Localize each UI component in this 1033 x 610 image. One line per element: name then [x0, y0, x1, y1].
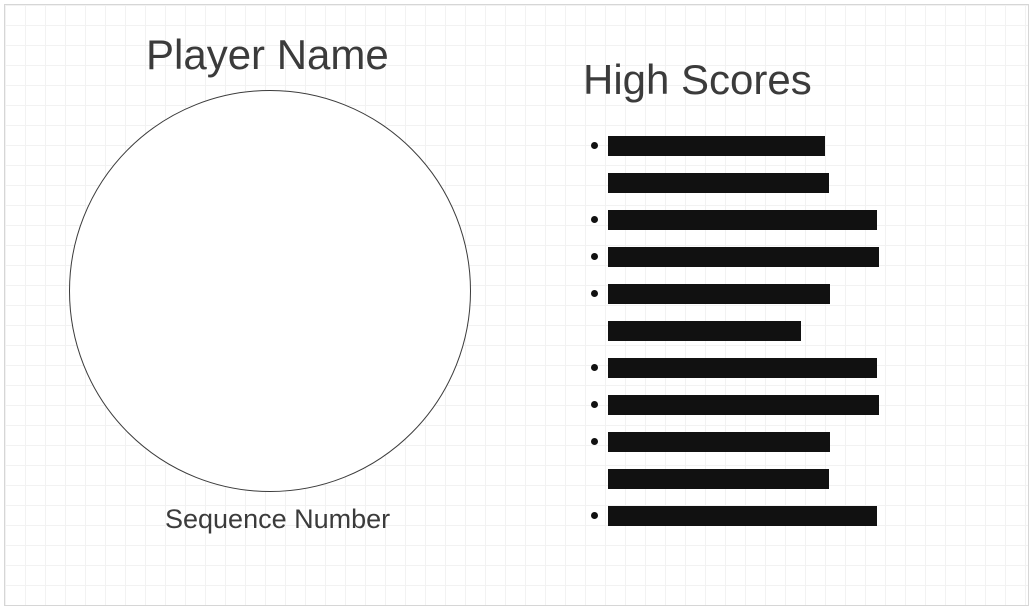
player-circle-placeholder [69, 90, 471, 492]
high-score-item [590, 423, 910, 460]
list-bullet [591, 438, 598, 445]
player-name-heading: Player Name [146, 31, 389, 78]
list-bullet [591, 512, 598, 519]
high-score-item [590, 127, 910, 164]
sequence-number-label: Sequence Number [165, 504, 391, 534]
high-score-item [590, 460, 910, 497]
high-score-item [590, 201, 910, 238]
redacted-score-bar [608, 247, 879, 267]
list-bullet [591, 216, 598, 223]
redacted-score-bar [608, 506, 877, 526]
high-scores-list [590, 127, 910, 534]
wireframe-canvas: Player Name Sequence Number High Scores [4, 4, 1029, 606]
list-bullet [591, 253, 598, 260]
redacted-score-bar [608, 395, 879, 415]
redacted-score-bar [608, 321, 801, 341]
high-score-item [590, 164, 910, 201]
list-bullet [591, 364, 598, 371]
redacted-score-bar [608, 173, 829, 193]
redacted-score-bar [608, 284, 830, 304]
redacted-score-bar [608, 210, 877, 230]
high-score-item [590, 349, 910, 386]
list-bullet [591, 290, 598, 297]
redacted-score-bar [608, 136, 825, 156]
redacted-score-bar [608, 469, 829, 489]
high-scores-heading: High Scores [583, 56, 812, 103]
high-score-item [590, 238, 910, 275]
high-score-item [590, 312, 910, 349]
list-bullet [591, 401, 598, 408]
redacted-score-bar [608, 432, 830, 452]
list-bullet [591, 142, 598, 149]
high-score-item [590, 497, 910, 534]
high-score-item [590, 275, 910, 312]
high-score-item [590, 386, 910, 423]
redacted-score-bar [608, 358, 877, 378]
